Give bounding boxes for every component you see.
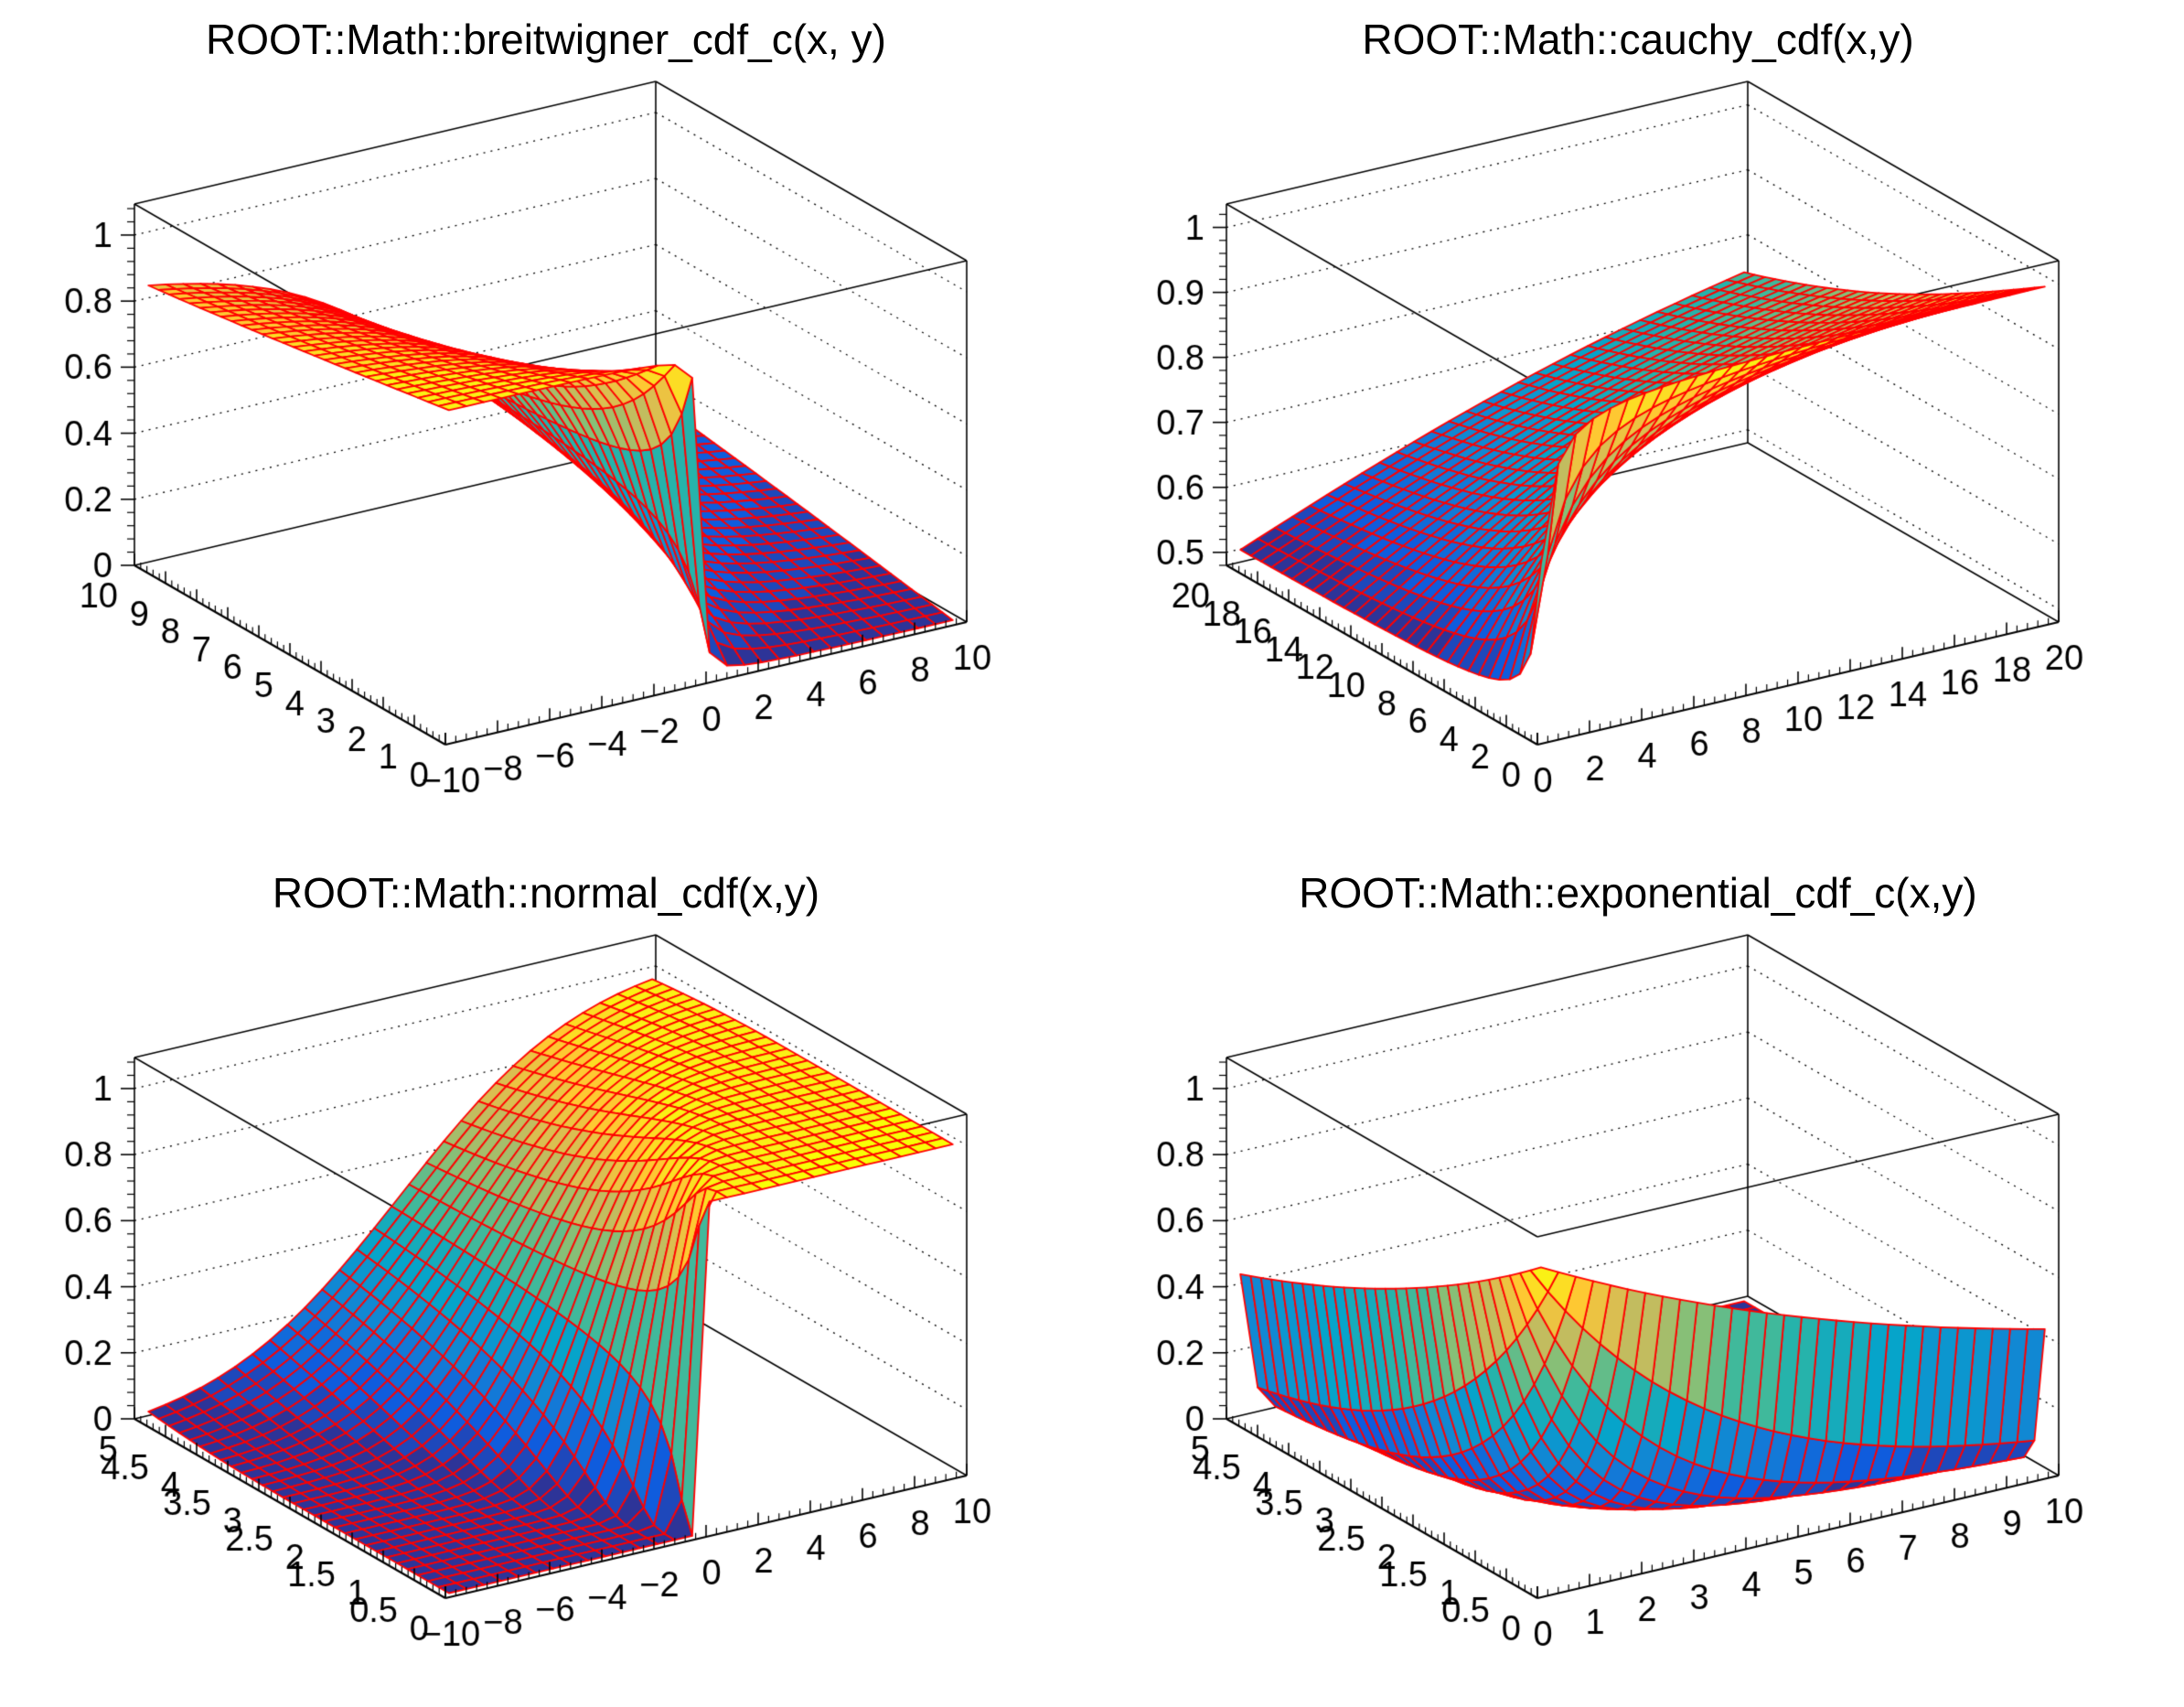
pad-cauchy-cdf[interactable]: [1092, 0, 2184, 854]
pad-normal-cdf[interactable]: [0, 854, 1092, 1707]
pad-exponential-cdf-c[interactable]: [1092, 854, 2184, 1707]
pad-breitwigner-cdf-c[interactable]: [0, 0, 1092, 854]
